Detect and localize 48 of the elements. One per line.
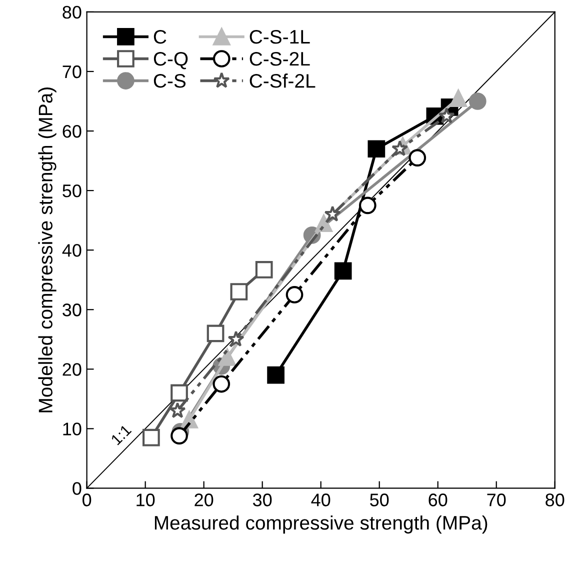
point [169, 402, 186, 418]
y-tick-label: 40 [62, 244, 82, 257]
point [408, 149, 426, 166]
legend-label: C [154, 30, 166, 44]
y-tick-label: 30 [62, 304, 82, 316]
point [324, 206, 341, 222]
point [392, 140, 408, 156]
y-tick-label: 80 [62, 6, 82, 19]
x-tick-label: 30 [252, 494, 272, 506]
y-tick-label: 50 [62, 184, 82, 198]
point [286, 286, 304, 304]
point [438, 107, 455, 124]
x-tick-label: 80 [546, 494, 564, 506]
y-tick-label: 20 [62, 363, 82, 376]
point [450, 90, 468, 107]
y-tick-label: 60 [62, 124, 82, 138]
x-tick-label: 0 [82, 494, 92, 506]
legend-label: C-Sf-2L [250, 74, 316, 88]
point [218, 348, 236, 366]
point [267, 366, 284, 384]
y-tick-label: 70 [62, 65, 82, 78]
point [212, 375, 230, 393]
legend-label: C-S-1L [250, 30, 310, 44]
legend-label: C-Q [154, 52, 188, 70]
point [206, 324, 224, 342]
x-tick-label: 50 [370, 494, 389, 506]
point [228, 330, 244, 347]
point [468, 92, 486, 110]
point [142, 428, 160, 446]
point [230, 283, 248, 300]
x-axis-title: Measured compressive strength (MPa) [154, 515, 488, 534]
point [170, 384, 188, 402]
legend-label: C-S-2L [250, 52, 310, 66]
point [368, 140, 386, 158]
x-tick-label: 70 [487, 494, 506, 506]
y-tick-label: 10 [63, 422, 82, 436]
x-tick-label: 10 [136, 494, 155, 506]
x-tick-label: 20 [194, 494, 214, 506]
y-axis-title: Modelled compressive strength (MPa) [38, 88, 56, 412]
point [358, 196, 376, 214]
y-tick-label: 0 [72, 482, 82, 495]
annotation: 1:1 [110, 424, 132, 446]
point [170, 427, 188, 444]
x-tick-label: 40 [311, 494, 330, 506]
legend-label: C-S [154, 74, 186, 88]
x-tick-label: 60 [428, 494, 448, 506]
point [334, 262, 352, 280]
point [255, 261, 273, 278]
